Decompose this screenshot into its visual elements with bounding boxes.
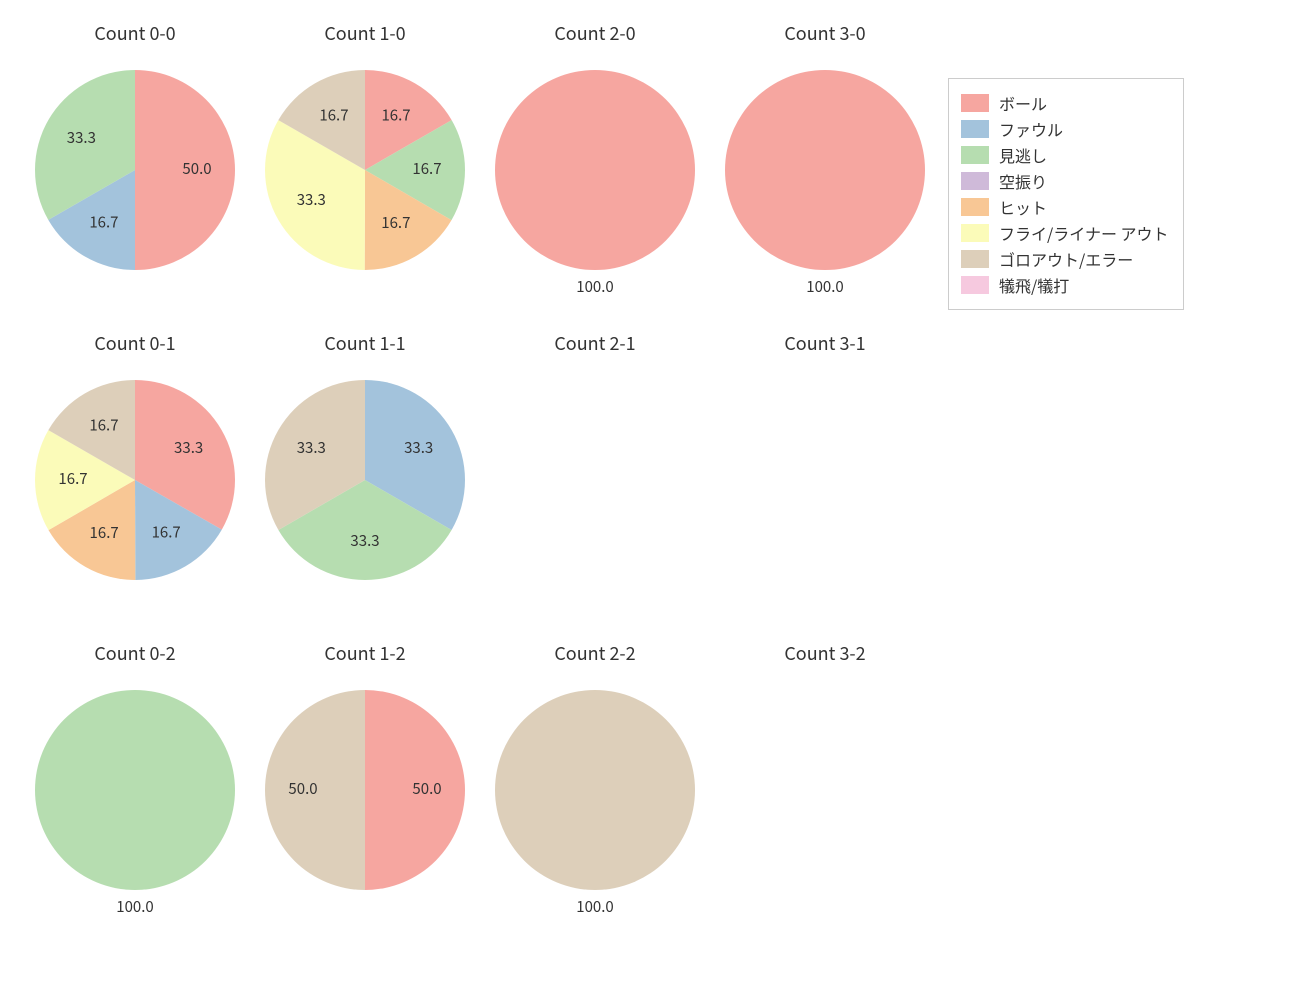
pie-chart: 100.0 [725,70,925,270]
chart-cell: Count 3-0 100.0 [710,20,940,330]
legend: ボールファウル見逃し空振りヒットフライ/ライナー アウトゴロアウト/エラー犠飛/… [948,78,1184,310]
chart-title: Count 3-0 [710,20,940,46]
chart-title: Count 1-2 [250,640,480,666]
slice-label: 16.7 [381,104,410,125]
slice-label: 50.0 [288,778,317,799]
legend-swatch [961,94,989,112]
pie-chart [725,690,925,890]
slice-label: 100.0 [806,276,843,297]
slice-label: 16.7 [89,212,118,233]
slice-label: 16.7 [89,414,118,435]
slice-label: 16.7 [412,158,441,179]
chart-title: Count 0-2 [20,640,250,666]
pie-chart: 33.3 16.7 16.7 16.7 16.7 [35,380,235,580]
legend-swatch [961,120,989,138]
pie-chart [495,380,695,580]
chart-title: Count 3-1 [710,330,940,356]
pie-chart [725,380,925,580]
legend-swatch [961,198,989,216]
legend-label: ファウル [999,117,1063,141]
legend-row: 犠飛/犠打 [961,273,1169,297]
legend-swatch [961,172,989,190]
slice-label: 100.0 [576,896,613,917]
chart-title: Count 1-1 [250,330,480,356]
chart-title: Count 2-0 [480,20,710,46]
legend-row: 見逃し [961,143,1169,167]
chart-title: Count 2-1 [480,330,710,356]
legend-label: 犠飛/犠打 [999,273,1069,297]
legend-swatch [961,276,989,294]
chart-title: Count 0-0 [20,20,250,46]
slice-label: 33.3 [350,530,379,551]
legend-row: ヒット [961,195,1169,219]
chart-title: Count 2-2 [480,640,710,666]
legend-row: ボール [961,91,1169,115]
slice-label: 16.7 [90,522,119,543]
chart-cell: Count 2-1 [480,330,710,640]
pie-chart: 50.0 50.0 [265,690,465,890]
slice-label: 16.7 [381,212,410,233]
legend-label: ボール [999,91,1047,115]
chart-cell: Count 3-1 [710,330,940,640]
slice-label: 33.3 [174,437,203,458]
slice-label: 33.3 [67,127,96,148]
slice-label: 16.7 [58,468,87,489]
legend-label: フライ/ライナー アウト [999,221,1169,245]
chart-cell: Count 1-1 33.3 33.3 33.3 [250,330,480,640]
legend-label: ゴロアウト/エラー [999,247,1133,271]
pie-chart: 16.7 16.7 16.7 33.3 16.7 [265,70,465,270]
slice-label: 16.7 [319,104,348,125]
legend-label: ヒット [999,195,1047,219]
pie-chart: 50.0 16.7 33.3 [35,70,235,270]
chart-title: Count 3-2 [710,640,940,666]
slice-label: 33.3 [404,437,433,458]
pie-chart: 33.3 33.3 33.3 [265,380,465,580]
slice-label: 33.3 [297,437,326,458]
legend-swatch [961,224,989,242]
chart-title: Count 0-1 [20,330,250,356]
chart-cell: Count 2-0 100.0 [480,20,710,330]
pie-chart: 100.0 [495,690,695,890]
chart-cell: Count 2-2 100.0 [480,640,710,950]
slice-label: 50.0 [412,778,441,799]
chart-cell: Count 0-1 33.3 16.7 16.7 16.7 16.7 [20,330,250,640]
legend-swatch [961,250,989,268]
legend-row: 空振り [961,169,1169,193]
slice-label: 100.0 [116,896,153,917]
slice-label: 33.3 [297,189,326,210]
legend-label: 見逃し [999,143,1047,167]
chart-cell: Count 1-2 50.0 50.0 [250,640,480,950]
pie-chart: 100.0 [495,70,695,270]
slice-label: 50.0 [182,158,211,179]
chart-cell: Count 0-0 50.0 16.7 33.3 [20,20,250,330]
chart-cell: Count 1-0 16.7 16.7 16.7 33.3 16.7 [250,20,480,330]
slice-label: 100.0 [576,276,613,297]
chart-cell: Count 0-2 100.0 [20,640,250,950]
pie-chart: 100.0 [35,690,235,890]
chart-cell: Count 3-2 [710,640,940,950]
legend-swatch [961,146,989,164]
legend-label: 空振り [999,169,1047,193]
slice-label: 16.7 [152,522,181,543]
legend-row: ゴロアウト/エラー [961,247,1169,271]
legend-row: ファウル [961,117,1169,141]
chart-title: Count 1-0 [250,20,480,46]
legend-row: フライ/ライナー アウト [961,221,1169,245]
